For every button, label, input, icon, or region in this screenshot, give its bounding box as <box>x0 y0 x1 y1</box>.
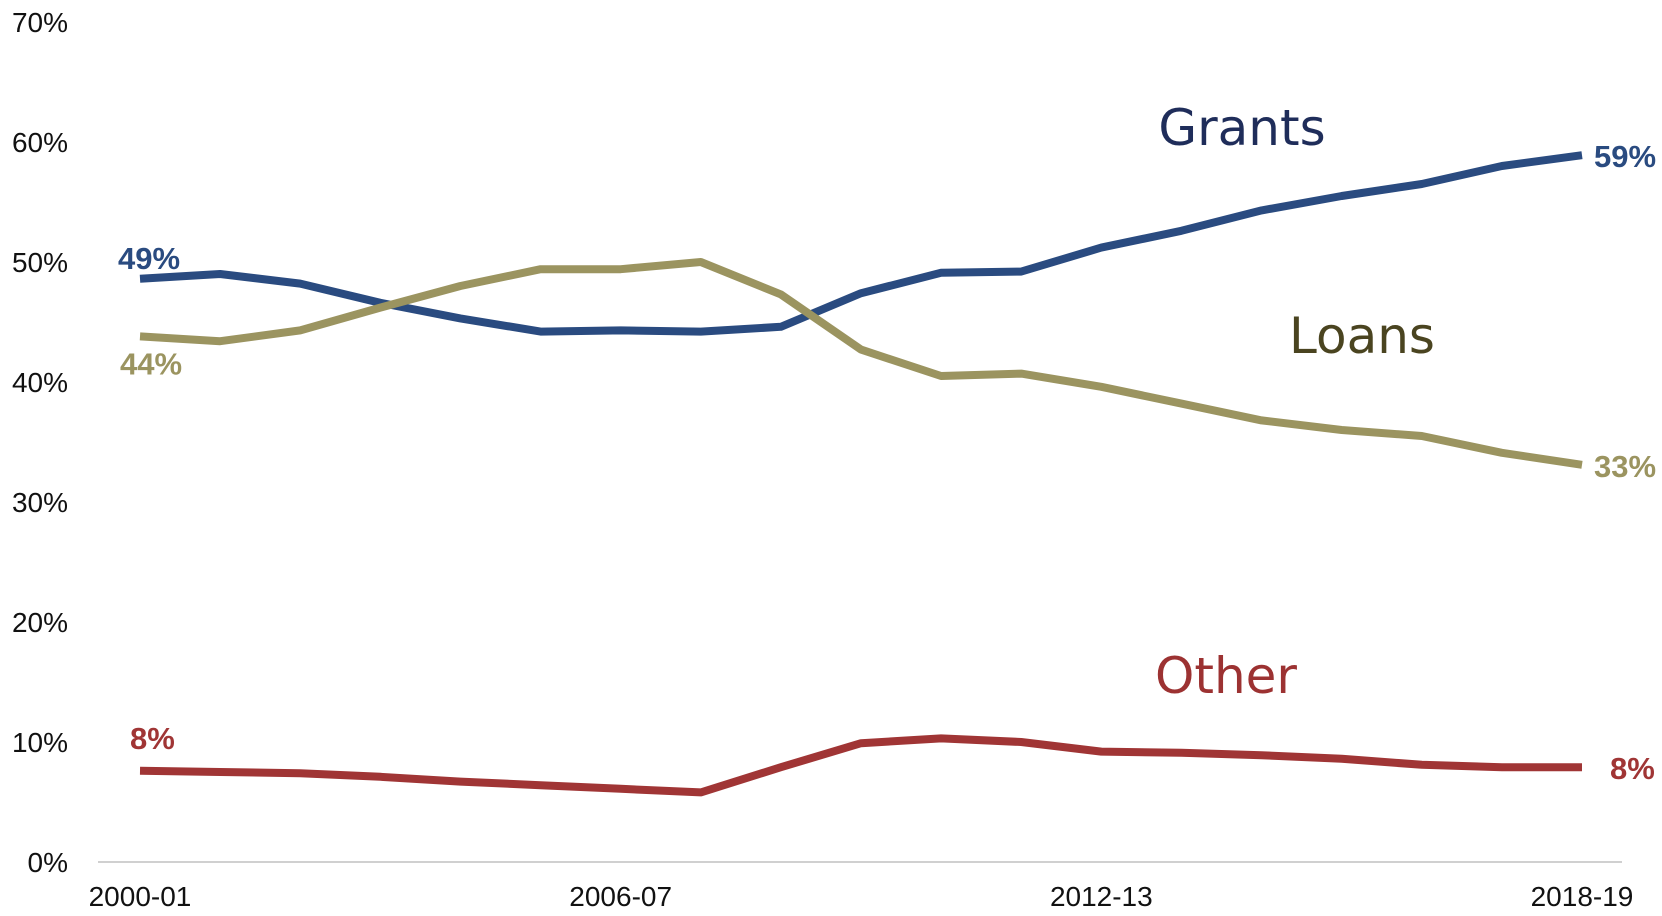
y-axis-tick-labels: 0% 10% 20% 30% 40% 50% 60% 70% <box>12 7 68 878</box>
y-tick-label-20: 20% <box>12 607 68 638</box>
series-line-other <box>139 734 1582 797</box>
y-tick-label-70: 70% <box>12 7 68 38</box>
x-tick-label-2018-19: 2018-19 <box>1531 881 1634 912</box>
series-name-other: Other <box>1155 647 1297 705</box>
series-name-labels: Grants Loans Other <box>1155 99 1435 705</box>
data-label-loans-start: 44% <box>120 346 182 381</box>
series-lines <box>139 151 1583 797</box>
data-label-other-start: 8% <box>130 721 175 756</box>
y-tick-label-0: 0% <box>28 847 68 878</box>
y-tick-label-30: 30% <box>12 487 68 518</box>
y-tick-label-60: 60% <box>12 127 68 158</box>
y-tick-label-40: 40% <box>12 367 68 398</box>
series-name-loans: Loans <box>1289 307 1435 365</box>
x-axis-tick-labels: 2000-01 2006-07 2012-13 2018-19 <box>89 881 1634 912</box>
series-line-loans <box>139 258 1583 469</box>
y-tick-label-10: 10% <box>12 727 68 758</box>
data-label-grants-start: 49% <box>118 241 180 276</box>
series-data-labels: 49% 59% 44% 33% 8% 8% <box>118 139 1656 786</box>
series-name-grants: Grants <box>1158 99 1325 157</box>
x-tick-label-2006-07: 2006-07 <box>569 881 672 912</box>
x-tick-label-2012-13: 2012-13 <box>1050 881 1153 912</box>
y-tick-label-50: 50% <box>12 247 68 278</box>
data-label-other-end: 8% <box>1610 751 1655 786</box>
data-label-loans-end: 33% <box>1594 449 1656 484</box>
x-tick-label-2000-01: 2000-01 <box>89 881 192 912</box>
data-label-grants-end: 59% <box>1594 139 1656 174</box>
series-line-grants <box>139 151 1583 336</box>
